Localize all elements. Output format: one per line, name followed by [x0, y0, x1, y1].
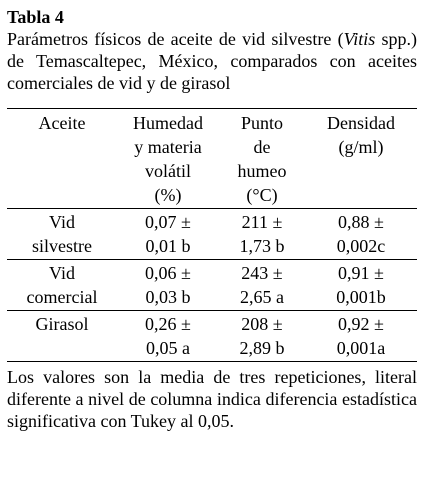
- header-line: Aceite: [38, 113, 86, 133]
- header-densidad: Densidad (g/ml): [305, 108, 417, 209]
- table-footnote: Los valores son la media de tres repetic…: [7, 367, 417, 431]
- cell-line: Vid: [49, 263, 75, 283]
- caption-genus-italic: Vitis: [343, 29, 376, 49]
- header-humedad: Humedad y materia volátil (%): [117, 108, 219, 209]
- cell-line: 0,001a: [336, 338, 386, 358]
- cell-line: 0,03 b: [145, 287, 191, 307]
- cell-line: 0,88 ±: [338, 212, 384, 232]
- data-table: Aceite Humedad y materia volátil (%) Pun…: [7, 108, 417, 362]
- table-row: Girasol 0,26 ± 0,05 a 208 ± 2,89 b 0,92 …: [7, 310, 417, 362]
- cell-line: 1,73 b: [239, 236, 285, 256]
- header-line: (°C): [246, 185, 278, 205]
- cell-aceite: Vid silvestre: [7, 208, 117, 260]
- cell-humedad: 0,06 ± 0,03 b: [117, 259, 219, 311]
- cell-line: 2,89 b: [239, 338, 285, 358]
- cell-line: 0,01 b: [145, 236, 191, 256]
- header-line: (g/ml): [338, 137, 384, 157]
- cell-line: 0,26 ±: [145, 314, 191, 334]
- cell-punto: 208 ± 2,89 b: [219, 310, 305, 362]
- table-row: Vid comercial 0,06 ± 0,03 b 243 ± 2,65 a…: [7, 259, 417, 311]
- header-row: Aceite Humedad y materia volátil (%) Pun…: [7, 108, 417, 209]
- header-line: (%): [154, 185, 182, 205]
- cell-line: 208 ±: [241, 314, 283, 334]
- header-punto-humeo: Punto de humeo (°C): [219, 108, 305, 209]
- cell-humedad: 0,26 ± 0,05 a: [117, 310, 219, 362]
- cell-line: 0,001b: [336, 287, 386, 307]
- cell-aceite: Vid comercial: [7, 259, 117, 311]
- cell-line: 211 ±: [241, 212, 283, 232]
- header-line: volátil: [145, 161, 191, 181]
- header-line: Humedad: [133, 113, 203, 133]
- cell-densidad: 0,92 ± 0,001a: [305, 310, 417, 362]
- header-aceite: Aceite: [7, 108, 117, 209]
- cell-line: 2,65 a: [240, 287, 284, 307]
- cell-line: 0,91 ±: [338, 263, 384, 283]
- caption-text-start: Parámetros físicos de aceite de vid silv…: [7, 29, 344, 49]
- cell-line: 0,06 ±: [145, 263, 191, 283]
- table-label: Tabla 4: [7, 7, 64, 27]
- header-line: humeo: [237, 161, 287, 181]
- cell-line: comercial: [26, 287, 98, 307]
- cell-densidad: 0,88 ± 0,002c: [305, 208, 417, 260]
- cell-punto: 211 ± 1,73 b: [219, 208, 305, 260]
- cell-densidad: 0,91 ± 0,001b: [305, 259, 417, 311]
- cell-line: 0,002c: [336, 236, 386, 256]
- cell-line: silvestre: [32, 236, 92, 256]
- cell-line: 0,92 ±: [338, 314, 384, 334]
- header-line: de: [253, 137, 271, 157]
- cell-line: 243 ±: [241, 263, 283, 283]
- header-line: Punto: [240, 113, 283, 133]
- cell-line: 0,07 ±: [145, 212, 191, 232]
- cell-line: 0,05 a: [146, 338, 190, 358]
- table-caption: Parámetros físicos de aceite de vid silv…: [7, 28, 417, 94]
- caption-text-end: spp.) de Temascaltepec, México, comparad…: [7, 29, 418, 93]
- header-line: Densidad: [327, 113, 395, 133]
- cell-aceite: Girasol: [7, 310, 117, 362]
- table-row: Vid silvestre 0,07 ± 0,01 b 211 ± 1,73 b…: [7, 208, 417, 260]
- cell-punto: 243 ± 2,65 a: [219, 259, 305, 311]
- cell-humedad: 0,07 ± 0,01 b: [117, 208, 219, 260]
- cell-line: Girasol: [35, 314, 89, 334]
- cell-line: Vid: [49, 212, 75, 232]
- header-line: y materia: [134, 137, 202, 157]
